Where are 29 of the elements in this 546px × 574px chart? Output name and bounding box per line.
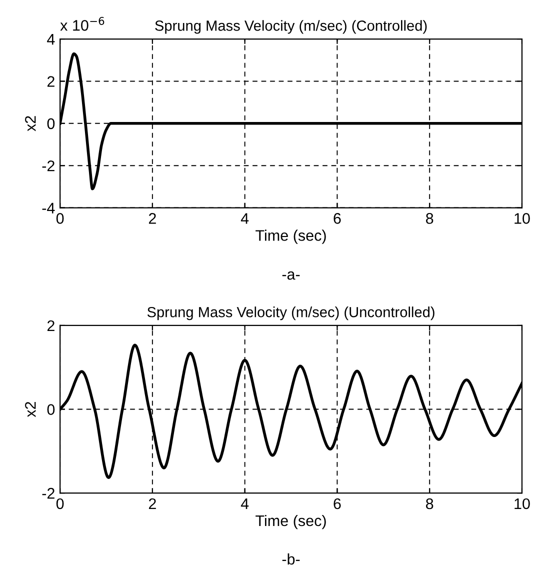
y-tick-label: -2 xyxy=(42,488,54,499)
x-tick-label: 0 xyxy=(56,498,64,510)
x-tick-label: 4 xyxy=(240,498,249,509)
y-tick-label: 0 xyxy=(47,118,55,130)
x-tick-label: 0 xyxy=(56,213,64,224)
x-tick-label: 4 xyxy=(240,213,249,224)
y-axis-title: x2 xyxy=(25,116,36,132)
y-tick-label: 4 xyxy=(47,34,55,45)
x-tick-label: 6 xyxy=(334,213,341,224)
y-tick-label: 2 xyxy=(47,320,54,331)
x-tick-label: 10 xyxy=(514,213,530,224)
x-tick-label: 10 xyxy=(514,498,530,510)
x-tick-label: 8 xyxy=(426,498,434,510)
x-axis-title: Time (sec) xyxy=(256,230,326,244)
y-tick-label: 2 xyxy=(47,76,54,87)
x-tick-label: 6 xyxy=(334,498,341,510)
text: x 10$^{−6}$ xyxy=(60,16,104,31)
x-tick-label: 2 xyxy=(148,498,156,509)
y-tick-label: 0 xyxy=(47,404,55,415)
chart-title: Sprung Mass Velocity (m/sec) (Controlled) xyxy=(155,20,427,34)
text: -a- xyxy=(282,271,300,280)
y-tick-label: -4 xyxy=(42,202,55,214)
text: -b- xyxy=(282,553,300,565)
y-tick-label: -2 xyxy=(42,160,54,172)
x-axis-title: Time (sec) xyxy=(256,514,326,530)
chart-title: Sprung Mass Velocity (m/sec) (Uncontrolled) xyxy=(147,306,434,320)
x-tick-label: 2 xyxy=(148,213,156,224)
x-tick-label: 8 xyxy=(426,213,434,224)
y-axis-title: x2 xyxy=(25,402,36,418)
